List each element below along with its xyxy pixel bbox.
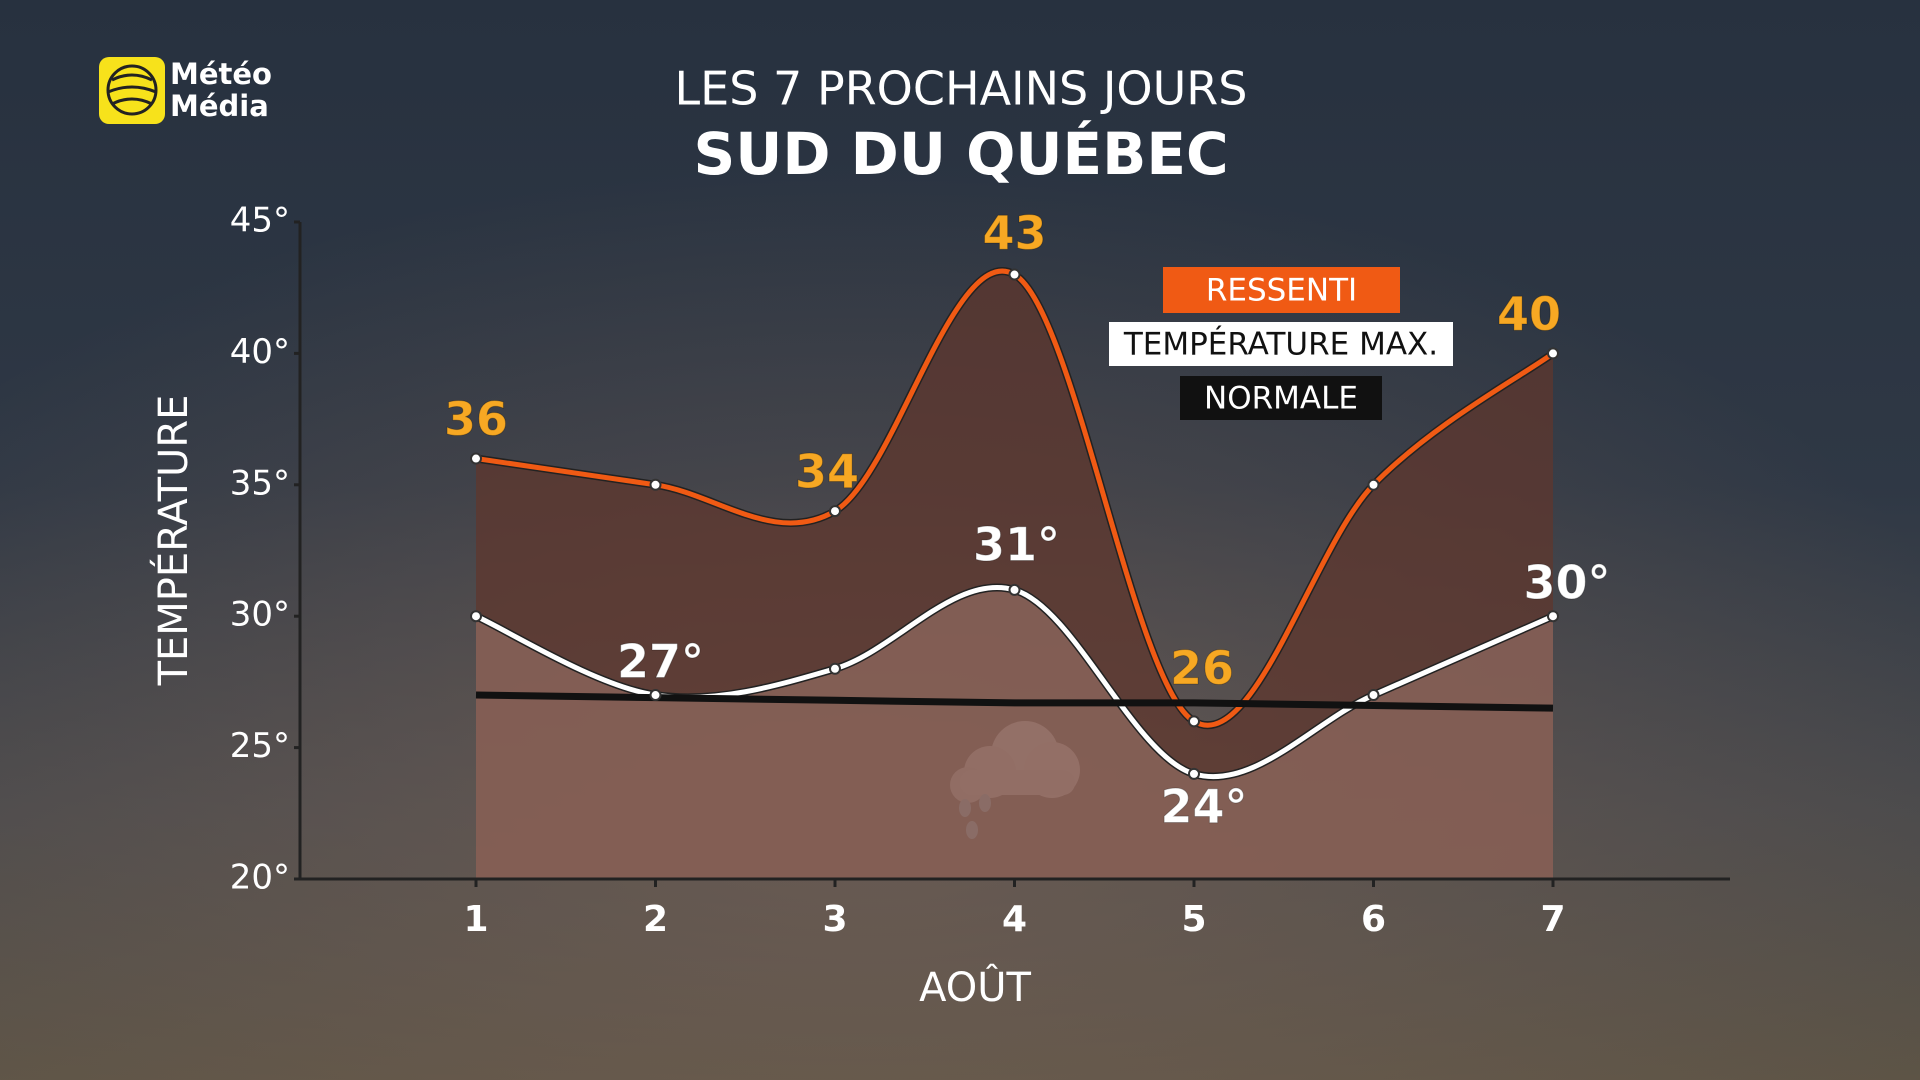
- point: [1547, 610, 1559, 623]
- logo-globe: [106, 64, 158, 116]
- y-tick-label: 40°: [230, 332, 290, 372]
- x-tick-label: 2: [643, 899, 668, 940]
- data-label: 43: [982, 206, 1046, 260]
- point: [829, 662, 841, 675]
- point: [1367, 689, 1380, 702]
- y-axis-label: TEMPÉRATURE: [149, 395, 197, 687]
- legend-label: NORMALE: [1204, 381, 1358, 417]
- line: [475, 268, 1555, 728]
- data-label: 40: [1497, 287, 1561, 341]
- data-label: 36: [444, 392, 508, 446]
- legend: RESSENTI TEMPÉRATURE MAX. NORMALE: [1109, 267, 1453, 420]
- x-tick-label: 1: [463, 899, 488, 940]
- point: [1188, 715, 1200, 728]
- point: [470, 610, 482, 623]
- chart-title: LES 7 PROCHAINS JOURS: [675, 62, 1248, 116]
- data-label: 26: [1170, 641, 1234, 695]
- x-tick-label: 3: [822, 899, 847, 940]
- logo-lines: [107, 73, 157, 106]
- point: [649, 478, 662, 491]
- point: [1188, 767, 1200, 780]
- x-axis-label: AOÛT: [919, 963, 1031, 1011]
- data-label: 24°: [1160, 779, 1247, 833]
- logo: Météo Média: [99, 57, 272, 124]
- point: [1547, 347, 1559, 360]
- legend-swatch: [1163, 267, 1400, 313]
- x-tick-label: 4: [1002, 899, 1027, 940]
- logo-text: Météo: [170, 57, 272, 91]
- y-tick-label: 35°: [230, 463, 290, 503]
- legend-swatch: [1180, 376, 1382, 420]
- point: [649, 689, 662, 702]
- point: [1008, 268, 1021, 281]
- y-tick-label: 25°: [230, 726, 290, 766]
- point: [470, 452, 482, 465]
- x-tick-label: 6: [1361, 899, 1386, 940]
- area: [476, 587, 1553, 879]
- legend-label: RESSENTI: [1206, 273, 1357, 309]
- y-tick-label: 30°: [230, 595, 290, 635]
- legend-label: TEMPÉRATURE MAX.: [1123, 327, 1438, 363]
- data-label: 34: [795, 445, 859, 499]
- point: [1367, 478, 1380, 491]
- plot: 20°25°30°35°40°45°1 2 3 4 5 6 7363443264027°31…: [230, 201, 1730, 940]
- logo-text: Média: [170, 89, 269, 123]
- chart-subtitle: SUD DU QUÉBEC: [693, 119, 1228, 188]
- point: [1008, 583, 1021, 596]
- y-tick-label: 45°: [230, 201, 290, 241]
- x-tick-label: 7: [1540, 899, 1565, 940]
- point: [829, 505, 841, 518]
- y-tick-label: 20°: [230, 858, 290, 898]
- data-label: 30°: [1523, 556, 1610, 610]
- data-label: 31°: [973, 517, 1060, 571]
- data-label: 27°: [617, 635, 704, 689]
- x-tick-label: 5: [1181, 899, 1206, 940]
- legend-swatch: [1109, 322, 1453, 366]
